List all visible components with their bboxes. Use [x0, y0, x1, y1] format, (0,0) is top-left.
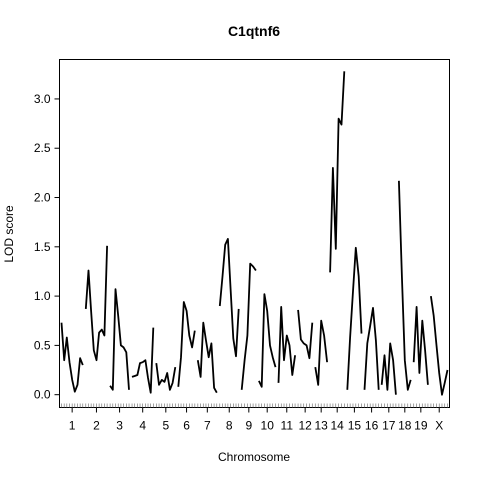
x-tick-label-chr-16: 16 [365, 419, 379, 433]
x-tick-label-chr-9: 9 [245, 419, 252, 433]
x-tick-label-chr-10: 10 [261, 419, 275, 433]
x-tick-label-chr-13: 13 [314, 419, 328, 433]
lod-curve-chr-9 [242, 264, 256, 390]
x-tick-label-chr-19: 19 [414, 419, 428, 433]
x-tick-label-chr-14: 14 [331, 419, 345, 433]
x-tick-label-chr-18: 18 [398, 419, 412, 433]
x-axis: 1 2 3 4 5 6 7 8 9 10 11 12 13 14 15 16 17 18 19 X [69, 408, 443, 433]
lod-curve-chr-2 [86, 246, 107, 360]
lod-curve-chr-1 [62, 323, 83, 392]
x-tick-label-chr-5: 5 [162, 419, 169, 433]
y-tick-label: 2.5 [34, 141, 51, 155]
lod-curve-chr-7 [198, 323, 217, 393]
y-tick-label: 1.5 [34, 240, 51, 254]
x-tick-label-chr-X: X [435, 419, 443, 433]
y-axis: 0.0 0.5 1.0 1.5 2.0 2.5 3.0 [34, 92, 60, 402]
lod-curve-chr-12 [298, 310, 312, 358]
lod-curve-chr-15 [347, 248, 361, 390]
y-tick-label: 2.0 [34, 191, 51, 205]
marker-rug [62, 404, 448, 408]
plot-frame [60, 60, 450, 408]
y-tick-label: 0.5 [34, 338, 51, 352]
lod-curve-chr-4 [132, 328, 153, 393]
x-tick-label-chr-17: 17 [382, 419, 396, 433]
lod-curve-chr-10 [259, 294, 276, 387]
x-tick-label-chr-15: 15 [348, 419, 362, 433]
lod-curve-chr-11 [279, 307, 296, 383]
x-tick-label-chr-7: 7 [204, 419, 211, 433]
lod-curves [62, 71, 448, 394]
x-tick-label-chr-8: 8 [226, 419, 233, 433]
lod-curve-chr-5 [156, 363, 175, 390]
lod-curve-chr-16 [365, 308, 379, 390]
lod-curve-chr-19 [414, 307, 428, 385]
y-tick-label: 1.0 [34, 289, 51, 303]
lod-curve-chr-3 [110, 289, 129, 390]
y-axis-title: LOD score [2, 205, 16, 263]
chart-title: C1qtnf6 [228, 23, 280, 39]
x-tick-label-chr-4: 4 [139, 419, 146, 433]
lod-curve-chr-17 [382, 343, 396, 394]
lod-curve-chr-14 [330, 71, 344, 272]
x-tick-label-chr-6: 6 [183, 419, 190, 433]
lod-curve-chr-X [431, 296, 448, 395]
lod-curve-chr-13 [315, 321, 327, 385]
x-tick-label-chr-3: 3 [116, 419, 123, 433]
x-tick-label-chr-1: 1 [69, 419, 76, 433]
x-tick-label-chr-12: 12 [298, 419, 312, 433]
x-tick-label-chr-2: 2 [93, 419, 100, 433]
x-tick-label-chr-11: 11 [281, 419, 294, 433]
x-axis-title: Chromosome [218, 450, 290, 464]
lod-curve-chr-6 [178, 302, 195, 387]
lod-curve-chr-18 [399, 181, 411, 390]
lod-curve-chr-8 [220, 239, 239, 356]
y-tick-label: 0.0 [34, 388, 51, 402]
y-tick-label: 3.0 [34, 92, 51, 106]
